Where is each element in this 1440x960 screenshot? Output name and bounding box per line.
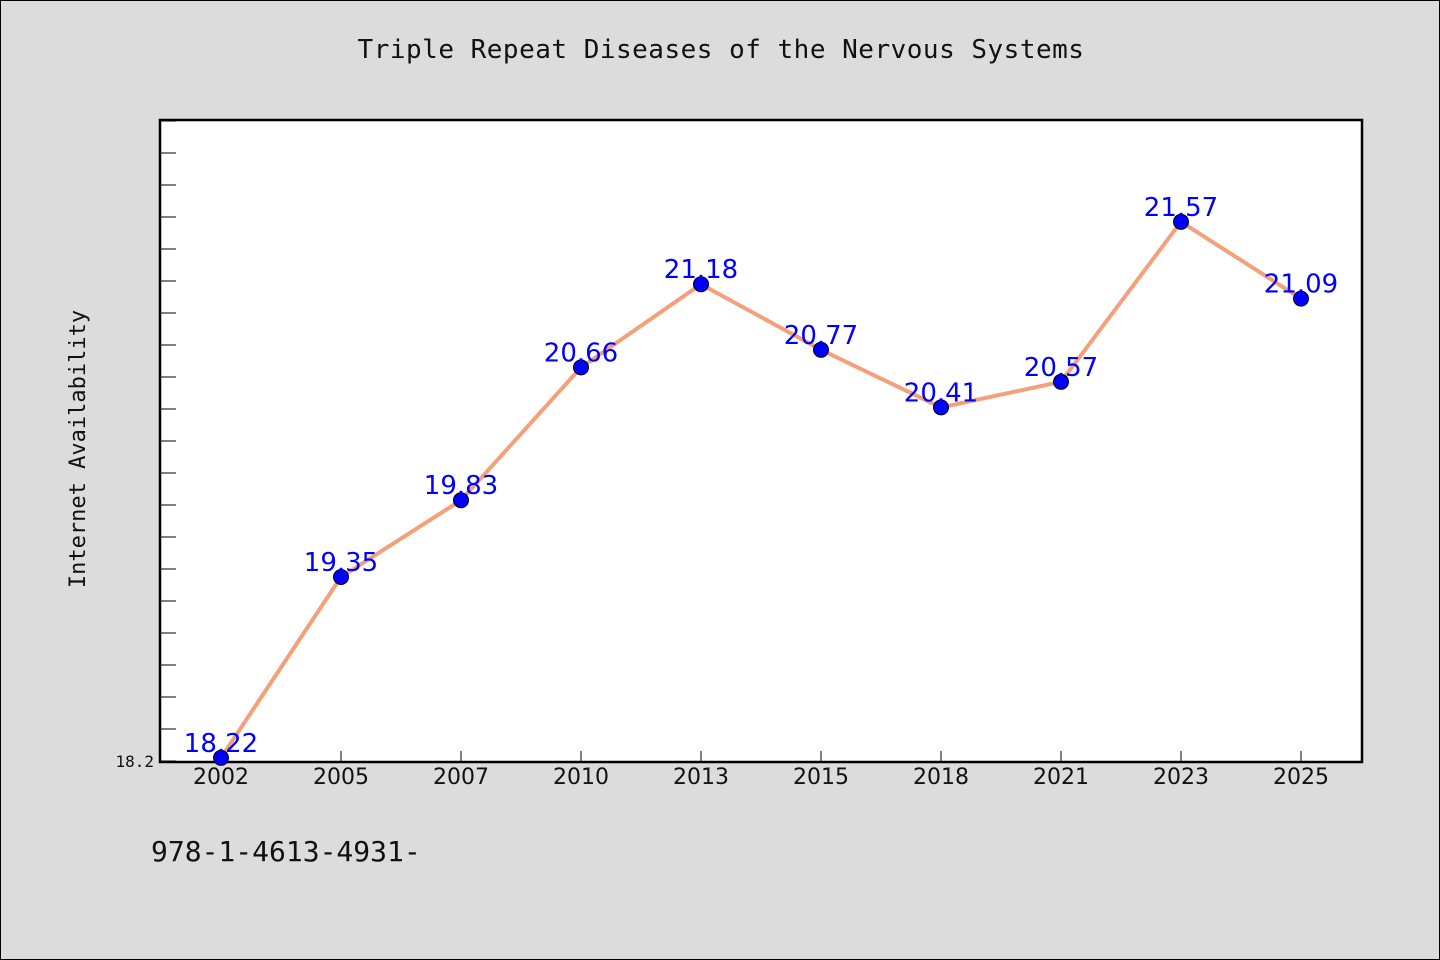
data-label: 19.35 <box>304 548 378 578</box>
data-point <box>573 359 589 376</box>
x-tick-label: 2021 <box>1033 765 1089 790</box>
x-tick-label: 2015 <box>793 765 849 790</box>
data-point <box>933 399 949 416</box>
x-tick-label: 2002 <box>193 765 249 790</box>
x-tick-label: 2018 <box>913 765 969 790</box>
x-tick-label: 2005 <box>313 765 369 790</box>
data-point <box>1173 213 1189 230</box>
data-labels: 18.22 19.35 19.83 20.66 21.18 20.77 20.41 20.57… <box>184 193 1338 759</box>
data-point <box>213 749 229 766</box>
data-label: 21.18 <box>664 255 738 285</box>
data-point <box>333 569 349 585</box>
y-axis-title: Internet Availability <box>66 310 91 588</box>
data-label: 20.66 <box>544 338 618 368</box>
data-label: 21.09 <box>1264 270 1338 300</box>
data-point <box>1293 290 1309 307</box>
series-line <box>219 219 1303 760</box>
data-point <box>813 341 829 358</box>
data-label: 20.57 <box>1024 353 1098 383</box>
data-label: 19.83 <box>424 471 498 501</box>
x-tick-label: 2025 <box>1273 765 1329 790</box>
footer-code: 978-1-4613-4931- <box>151 835 421 868</box>
x-tick-label: 2023 <box>1153 765 1209 790</box>
x-tick-label: 2010 <box>553 765 609 790</box>
data-point <box>1053 373 1069 390</box>
data-label: 20.77 <box>784 321 858 351</box>
series-layer <box>213 213 1309 766</box>
plot-area <box>158 118 1364 764</box>
x-axis-ticks: 2002 2005 2007 2010 2013 2015 2018 2021 2023 2025 <box>193 751 1329 790</box>
data-label: 20.41 <box>904 378 978 408</box>
x-tick-label: 2013 <box>673 765 729 790</box>
x-tick-label: 2007 <box>433 765 489 790</box>
chart-title: Triple Repeat Diseases of the Nervous Sy… <box>357 35 1085 65</box>
data-point <box>693 276 709 293</box>
y-axis-ticks: 18.2 <box>115 120 176 771</box>
data-label: 18.22 <box>184 729 258 759</box>
data-point <box>453 492 469 509</box>
y-tick-label: 18.2 <box>115 752 154 771</box>
data-label: 21.57 <box>1144 193 1218 223</box>
